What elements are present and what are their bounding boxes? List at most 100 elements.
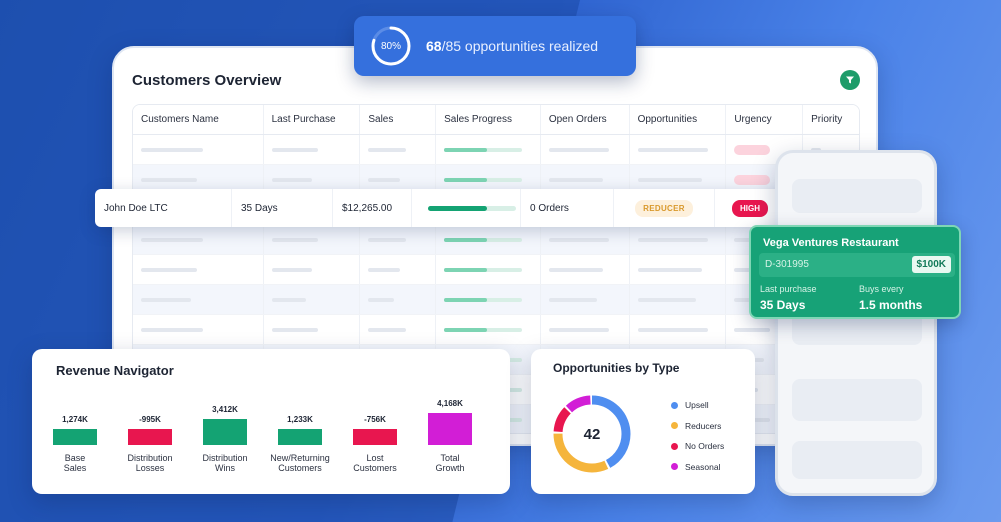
placeholder-line [548, 267, 603, 272]
legend-label: No Orders [685, 441, 725, 452]
table-cell [541, 315, 630, 344]
table-cell [436, 165, 541, 194]
placeholder-line [811, 147, 822, 152]
restaurant-card[interactable]: Vega Ventures Restaurant D-301995 $100K … [749, 225, 961, 319]
realized-count: 68 [426, 38, 442, 54]
total-count: /85 [441, 38, 462, 54]
donut-slice-upsell[interactable] [553, 395, 631, 473]
table-cell [360, 165, 437, 194]
sales-progress-fill [428, 205, 487, 211]
revenue-bar[interactable] [353, 429, 397, 445]
col-open-orders[interactable]: Open Orders [541, 105, 630, 134]
last-purchase-value: 35 Days [760, 298, 806, 312]
revenue-bar[interactable] [278, 429, 322, 445]
legend-item: Upsell [671, 395, 724, 416]
col-urgency[interactable]: Urgency [726, 105, 804, 134]
restaurant-id-strip: D-301995 $100K [759, 253, 955, 277]
donut-slice-reducers[interactable] [553, 395, 631, 473]
revenue-bar[interactable] [53, 429, 97, 445]
table-cell [264, 165, 361, 194]
table-cell [803, 135, 859, 164]
placeholder-line [368, 327, 407, 332]
filter-button[interactable] [840, 70, 860, 90]
revenue-value-label: 1,274K [62, 415, 88, 424]
placeholder-line [368, 267, 401, 272]
gauge-percent: 80% [380, 40, 401, 52]
last-purchase-label: Last purchase [760, 284, 817, 294]
table-row-highlighted[interactable]: John Doe LTC 35 Days $12,265.00 0 Orders… [95, 189, 785, 227]
phone-list-item [792, 441, 922, 479]
table-cell [436, 225, 541, 254]
placeholder-line [444, 327, 523, 332]
col-opportunities[interactable]: Opportunities [630, 105, 727, 134]
table-cell [360, 285, 437, 314]
realized-suffix: opportunities realized [461, 38, 599, 54]
buys-every-label: Buys every [859, 284, 904, 294]
table-cell [133, 135, 264, 164]
table-cell [630, 255, 727, 284]
table-row[interactable] [133, 285, 859, 315]
table-cell [360, 255, 437, 284]
revenue-label-line: Losses [135, 463, 165, 473]
filter-icon [846, 76, 854, 84]
placeholder-line [368, 177, 401, 182]
table-cell [541, 165, 630, 194]
col-last-purchase[interactable]: Last Purchase [264, 105, 361, 134]
gauge-ring [371, 26, 411, 66]
legend-item: Reducers [671, 416, 724, 437]
col-sales-progress[interactable]: Sales Progress [436, 105, 541, 134]
cell-urgency: HIGH [715, 189, 785, 227]
placeholder-line [141, 267, 197, 272]
col-customers-name[interactable]: Customers Name [133, 105, 264, 134]
placeholder-line [141, 147, 203, 152]
col-priority[interactable]: Priority [811, 114, 843, 125]
revenue-label-line: Customers [353, 463, 397, 473]
legend-item: No Orders [671, 436, 724, 457]
cell-last-purchase: 35 Days [232, 189, 333, 227]
phone-mockup [775, 150, 937, 496]
placeholder-line [271, 147, 318, 152]
opportunities-title: Opportunities by Type [553, 361, 680, 375]
placeholder-line [444, 177, 523, 182]
legend-label: Seasonal [685, 461, 721, 472]
placeholder-line [444, 147, 523, 152]
placeholder-line [271, 297, 306, 302]
revenue-navigator-title: Revenue Navigator [56, 363, 174, 378]
placeholder-line [368, 297, 395, 302]
placeholder-line [141, 297, 191, 302]
revenue-label-line: Distribution [127, 453, 173, 463]
table-row[interactable] [133, 315, 859, 345]
table-cell [264, 225, 361, 254]
revenue-bar[interactable] [203, 419, 247, 445]
table-cell [133, 285, 264, 314]
placeholder-line [444, 237, 523, 242]
col-sales[interactable]: Sales [360, 105, 437, 134]
placeholder-line [548, 147, 609, 152]
legend-dot [671, 422, 678, 430]
sales-progress-bar [428, 205, 516, 211]
revenue-bar[interactable] [128, 429, 172, 445]
phone-list-item [792, 179, 922, 213]
placeholder-line [444, 297, 523, 302]
table-cell [541, 135, 630, 164]
placeholder-line [271, 177, 312, 182]
revenue-category-label: Base Sales [35, 453, 115, 473]
phone-list-item [792, 379, 922, 421]
table-row[interactable] [133, 135, 859, 165]
table-cell [436, 135, 541, 164]
donut-total: 42 [583, 425, 601, 443]
restaurant-amount: $100K [911, 256, 951, 273]
placeholder-line [734, 174, 771, 185]
table-cell [630, 165, 727, 194]
table-row[interactable] [133, 225, 859, 255]
revenue-bar[interactable] [428, 413, 472, 445]
legend-dot [671, 401, 678, 409]
table-cell [360, 225, 437, 254]
revenue-category-label: New/Returning Customers [260, 453, 340, 473]
revenue-category-label: Total Growth [410, 453, 490, 473]
donut-legend: Upsell Reducers No Orders Seasonal [671, 395, 724, 477]
revenue-label-line: Distribution [202, 453, 248, 463]
revenue-label-line: Wins [215, 463, 235, 473]
placeholder-line [637, 147, 708, 152]
table-cell [133, 255, 264, 284]
